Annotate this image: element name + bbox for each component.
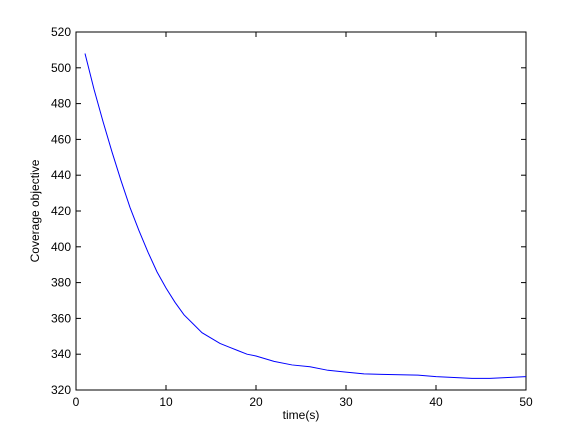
x-tick-label: 20 (249, 395, 263, 409)
y-tick-label: 360 (51, 311, 71, 325)
x-tick-label: 10 (159, 395, 173, 409)
x-tick-label: 40 (429, 395, 443, 409)
y-tick-label: 400 (51, 240, 71, 254)
y-tick-label: 420 (51, 204, 71, 218)
x-tick-label: 0 (73, 395, 80, 409)
x-axis-label: time(s) (283, 408, 320, 422)
axes-box (75, 31, 527, 391)
data-line (84, 53, 527, 379)
y-tick-label: 480 (51, 97, 71, 111)
y-tick-label: 520 (51, 25, 71, 39)
y-tick-label: 380 (51, 276, 71, 290)
y-tick-label: 320 (51, 383, 71, 397)
y-tick-label: 460 (51, 132, 71, 146)
y-tick-label: 440 (51, 168, 71, 182)
x-tick-label: 50 (519, 395, 533, 409)
x-tick-label: 30 (339, 395, 353, 409)
y-tick-label: 340 (51, 347, 71, 361)
y-tick-label: 500 (51, 61, 71, 75)
y-axis-label: Coverage objective (28, 159, 42, 262)
